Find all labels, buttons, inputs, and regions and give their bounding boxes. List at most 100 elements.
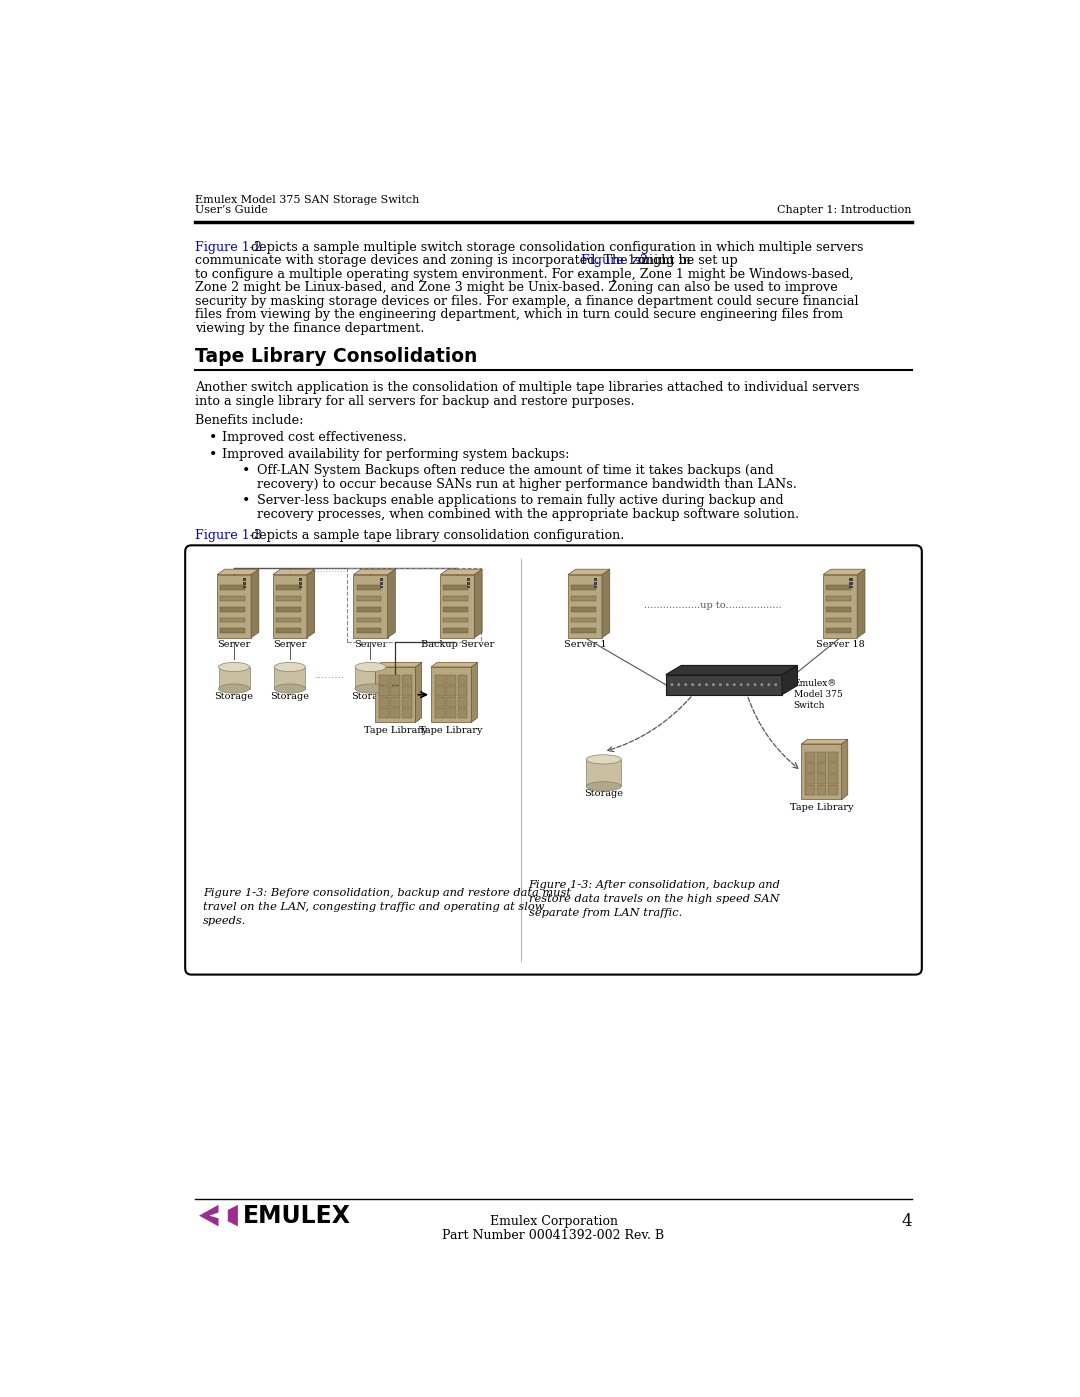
Bar xyxy=(274,666,306,689)
Bar xyxy=(828,785,838,795)
Bar xyxy=(299,583,302,584)
Polygon shape xyxy=(199,1204,218,1227)
Bar xyxy=(444,597,469,601)
Ellipse shape xyxy=(586,754,621,764)
Bar xyxy=(402,708,411,718)
Ellipse shape xyxy=(355,662,386,672)
Bar xyxy=(243,578,246,581)
Polygon shape xyxy=(388,569,395,637)
Bar xyxy=(220,606,245,612)
Text: User’s Guide: User’s Guide xyxy=(195,205,268,215)
Text: Tape Library Consolidation: Tape Library Consolidation xyxy=(195,346,477,366)
Bar xyxy=(218,666,249,689)
Bar xyxy=(220,585,245,590)
Polygon shape xyxy=(665,665,797,675)
Polygon shape xyxy=(375,662,421,666)
Bar xyxy=(299,587,302,588)
Polygon shape xyxy=(217,569,259,574)
Ellipse shape xyxy=(274,662,306,672)
Text: files from viewing by the engineering department, which in turn could secure eng: files from viewing by the engineering de… xyxy=(195,309,843,321)
Bar xyxy=(571,585,596,590)
Ellipse shape xyxy=(355,685,386,693)
Bar xyxy=(435,686,445,696)
Bar xyxy=(217,574,251,637)
Bar xyxy=(380,587,383,588)
Polygon shape xyxy=(431,662,477,666)
Circle shape xyxy=(670,683,674,686)
Polygon shape xyxy=(568,569,610,574)
Bar xyxy=(356,606,381,612)
Bar xyxy=(431,666,471,722)
Text: Emulex Model 375 SAN Storage Switch: Emulex Model 375 SAN Storage Switch xyxy=(195,194,420,204)
Text: into a single library for all servers for backup and restore purposes.: into a single library for all servers fo… xyxy=(195,395,635,408)
Circle shape xyxy=(732,683,737,686)
Circle shape xyxy=(718,683,723,686)
Circle shape xyxy=(691,683,694,686)
Bar xyxy=(446,686,456,696)
Bar xyxy=(356,585,381,590)
Text: ...........: ........... xyxy=(314,566,346,574)
Bar xyxy=(444,617,469,622)
Text: recovery processes, when combined with the appropriate backup software solution.: recovery processes, when combined with t… xyxy=(257,507,799,521)
Bar xyxy=(435,708,445,718)
Bar xyxy=(390,697,401,707)
Bar xyxy=(467,578,470,581)
Bar xyxy=(805,785,815,795)
Ellipse shape xyxy=(218,662,249,672)
Polygon shape xyxy=(474,569,482,637)
Circle shape xyxy=(773,683,778,686)
Bar xyxy=(275,629,300,633)
Text: Storage: Storage xyxy=(351,692,390,701)
Bar xyxy=(356,597,381,601)
Bar xyxy=(444,629,469,633)
Text: ..................up to..................: ..................up to.................… xyxy=(644,601,782,610)
Text: Chapter 1: Introduction: Chapter 1: Introduction xyxy=(778,205,912,215)
Bar xyxy=(816,774,826,784)
Bar xyxy=(571,606,596,612)
Bar xyxy=(446,708,456,718)
Bar xyxy=(435,697,445,707)
Text: depicts a sample multiple switch storage consolidation configuration in which mu: depicts a sample multiple switch storage… xyxy=(246,240,863,254)
Bar xyxy=(441,574,474,637)
Polygon shape xyxy=(210,1210,228,1221)
Text: Emulex Corporation: Emulex Corporation xyxy=(489,1215,618,1228)
Bar xyxy=(390,676,401,685)
Bar xyxy=(444,585,469,590)
Text: recovery) to occur because SANs run at higher performance bandwidth than LANs.: recovery) to occur because SANs run at h… xyxy=(257,478,797,490)
Bar xyxy=(220,617,245,622)
Bar xyxy=(299,578,302,581)
Circle shape xyxy=(767,683,771,686)
Polygon shape xyxy=(441,569,482,574)
Bar xyxy=(828,763,838,773)
Text: Figure 1-3: After consolidation, backup and
restore data travels on the high spe: Figure 1-3: After consolidation, backup … xyxy=(529,880,781,918)
Text: Server 18: Server 18 xyxy=(815,640,865,650)
Bar xyxy=(816,763,826,773)
Text: Server: Server xyxy=(354,640,387,650)
Bar xyxy=(435,676,445,685)
Bar xyxy=(379,708,389,718)
Bar xyxy=(458,697,468,707)
Polygon shape xyxy=(841,739,848,799)
Polygon shape xyxy=(782,665,797,694)
Text: Storage: Storage xyxy=(584,789,623,799)
Polygon shape xyxy=(801,739,848,745)
Bar xyxy=(275,617,300,622)
Bar xyxy=(850,583,852,584)
Bar xyxy=(275,606,300,612)
Bar xyxy=(390,686,401,696)
Bar xyxy=(571,629,596,633)
Bar xyxy=(273,574,307,637)
Bar xyxy=(850,578,852,581)
Circle shape xyxy=(712,683,715,686)
Bar xyxy=(816,753,826,761)
Bar xyxy=(355,666,386,689)
Text: •: • xyxy=(210,432,217,446)
Text: Emulex®
Model 375
Switch: Emulex® Model 375 Switch xyxy=(794,679,842,710)
Bar xyxy=(826,585,851,590)
Text: might be set up: might be set up xyxy=(633,254,738,267)
Bar xyxy=(568,574,602,637)
Text: to configure a multiple operating system environment. For example, Zone 1 might : to configure a multiple operating system… xyxy=(195,268,854,281)
Text: Server-less backups enable applications to remain fully active during backup and: Server-less backups enable applications … xyxy=(257,495,784,507)
Bar xyxy=(444,606,469,612)
Text: .........: ......... xyxy=(315,669,346,680)
